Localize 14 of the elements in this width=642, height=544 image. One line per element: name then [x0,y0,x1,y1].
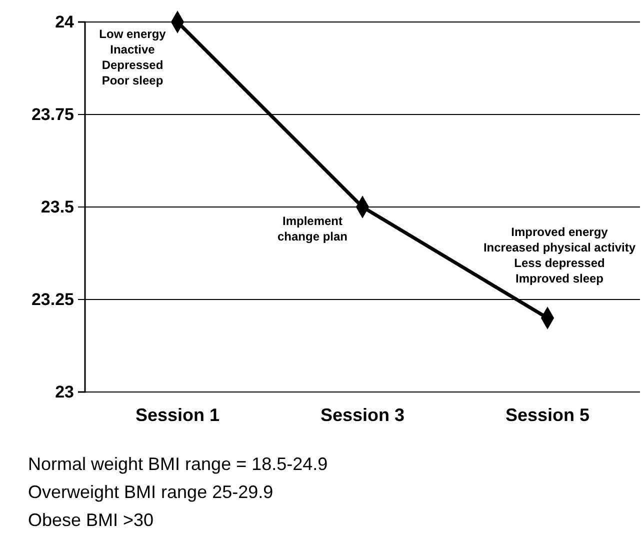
y-tick-label: 24 [55,12,75,32]
text: Obese BMI >30 [28,510,154,530]
annotation: Low energy Inactive Depressed Poor sleep [99,27,166,88]
x-tick-label: Session 5 [505,404,590,425]
y-tick-label: 23.5 [40,197,74,216]
annotation: Improved energy Increased physical activity Less depressed Improved sleep [483,225,636,286]
x-tick-label: Session 1 [135,404,220,425]
y-tick-label: 23.75 [31,104,74,124]
y-tick-label: 23 [55,382,74,402]
text: Normal weight BMI range = 18.5-24.9 [28,454,328,474]
x-tick-label: Session 3 [320,404,405,425]
annotation: Implement change plan [277,214,348,244]
y-tick-label: 23.25 [31,290,74,309]
text: Overweight BMI range 25-29.9 [28,482,274,502]
